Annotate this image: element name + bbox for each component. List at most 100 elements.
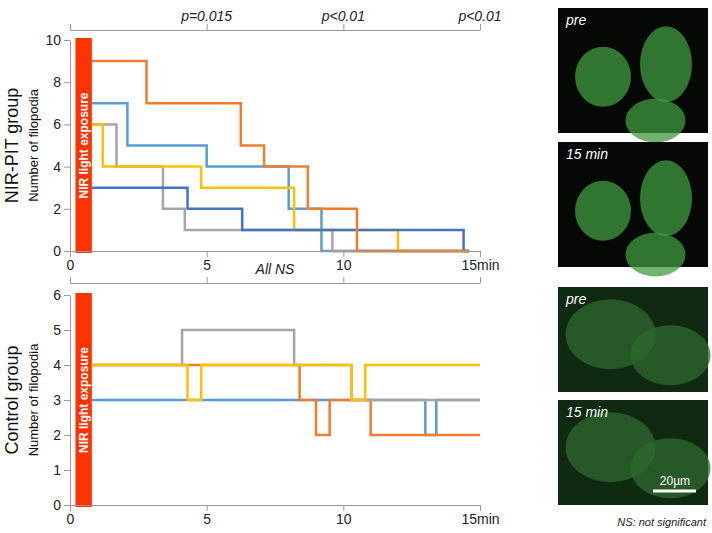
x-tick: 0 — [67, 251, 75, 273]
y-tick-label: 8 — [53, 74, 61, 90]
y-tick-label: 4 — [53, 159, 61, 175]
chart-title: Control group — [2, 345, 22, 454]
y-axis-line — [70, 41, 71, 252]
top-tick-mark — [70, 24, 71, 30]
annotation: All NS — [255, 261, 296, 277]
y-axis: 0246810 — [45, 32, 70, 259]
y-tick-mark — [64, 505, 70, 506]
image-cell — [626, 99, 686, 143]
image-panel: pre — [558, 287, 711, 392]
top-tick — [343, 24, 344, 30]
scale-bar-label: 20µm — [660, 474, 690, 488]
top-tick — [207, 277, 208, 283]
y-tick-label: 5 — [53, 322, 61, 338]
y-tick-mark — [64, 435, 70, 436]
annotation: p=0.015 — [180, 8, 232, 24]
exposure-label: NIR light exposure — [77, 92, 91, 198]
y-tick: 1 — [53, 462, 70, 478]
x-tick-label: 5 — [203, 257, 211, 273]
y-tick-mark — [64, 251, 70, 252]
y-tick-label: 4 — [53, 357, 61, 373]
top-tick — [70, 24, 71, 30]
series-line — [92, 400, 480, 435]
y-tick: 10 — [45, 32, 70, 48]
chart-svg: 051015min0246810p=0.015p<0.01p<0.01NIR l… — [0, 0, 712, 533]
top-axis-line — [71, 283, 481, 284]
y-tick: 0 — [53, 497, 70, 513]
y-tick-mark — [64, 295, 70, 296]
x-tick: 15min — [461, 251, 499, 273]
y-tick-mark — [64, 209, 70, 210]
y-tick: 4 — [53, 159, 70, 175]
image-cell — [640, 160, 692, 236]
top-tick-mark — [343, 24, 344, 30]
chart-root: 051015min0246810p=0.015p<0.01p<0.01NIR l… — [0, 0, 712, 533]
x-tick: 5 — [203, 505, 211, 527]
top-tick-mark — [480, 24, 481, 30]
annotation: p<0.01 — [321, 8, 365, 24]
series-line — [92, 330, 480, 400]
y-axis-line — [70, 296, 71, 506]
series-line — [92, 103, 469, 251]
y-tick-mark — [64, 365, 70, 366]
image-cell — [631, 438, 711, 498]
y-tick-mark — [64, 400, 70, 401]
x-tick-label: 10 — [336, 257, 352, 273]
y-tick-label: 2 — [53, 427, 61, 443]
image-cell — [575, 47, 631, 107]
x-tick-label: 15min — [461, 257, 499, 273]
y-tick-label: 1 — [53, 462, 61, 478]
x-axis-line — [71, 251, 481, 252]
image-label: 15 min — [566, 146, 608, 162]
scale-bar — [653, 490, 696, 493]
x-tick: 5 — [203, 251, 211, 273]
top-tick-mark — [70, 277, 71, 283]
x-tick: 0 — [67, 505, 75, 527]
exposure-band — [75, 38, 91, 253]
exposure-band — [75, 293, 91, 507]
series-line — [92, 365, 480, 400]
top-tick — [343, 277, 344, 283]
y-tick: 2 — [53, 427, 70, 443]
x-tick: 15min — [461, 505, 499, 527]
y-tick-label: 0 — [53, 243, 61, 259]
exposure-label: NIR light exposure — [77, 347, 91, 453]
y-tick-mark — [64, 167, 70, 168]
plot-area — [75, 38, 469, 253]
top-axis-line — [71, 30, 481, 31]
annotation: p<0.01 — [457, 8, 501, 24]
top-tick — [70, 277, 71, 283]
image-cell — [631, 325, 711, 385]
image-panel: pre — [558, 8, 708, 143]
y-axis-title: Number of filopodia — [26, 88, 41, 201]
x-tick-label: 5 — [203, 511, 211, 527]
y-tick-mark — [64, 40, 70, 41]
y-tick: 5 — [53, 322, 70, 338]
y-tick-mark — [64, 330, 70, 331]
image-label: pre — [565, 12, 586, 28]
image-cell — [626, 233, 686, 277]
x-axis: 0 5 10 15min — [67, 505, 500, 527]
y-axis: 0123456 — [53, 287, 70, 513]
x-tick: 10 — [336, 251, 352, 273]
series-line — [92, 61, 469, 251]
x-tick-label: 10 — [336, 511, 352, 527]
y-tick-mark — [64, 124, 70, 125]
top-axis — [71, 277, 481, 284]
y-tick-mark — [64, 470, 70, 471]
y-tick: 2 — [53, 201, 70, 217]
footnote: NS: not significant — [617, 516, 707, 528]
y-tick: 6 — [53, 287, 70, 303]
y-tick-label: 2 — [53, 201, 61, 217]
x-tick-label: 0 — [67, 257, 75, 273]
series-line — [92, 124, 469, 251]
y-tick-label: 10 — [45, 32, 61, 48]
x-tick: 10 — [336, 505, 352, 527]
image-cell — [640, 26, 692, 102]
y-tick-label: 6 — [53, 287, 61, 303]
image-panel: 15 min20µm — [558, 400, 711, 505]
y-tick: 0 — [53, 243, 70, 259]
top-tick-mark — [207, 277, 208, 283]
top-tick — [480, 24, 481, 30]
series-line — [92, 188, 469, 251]
